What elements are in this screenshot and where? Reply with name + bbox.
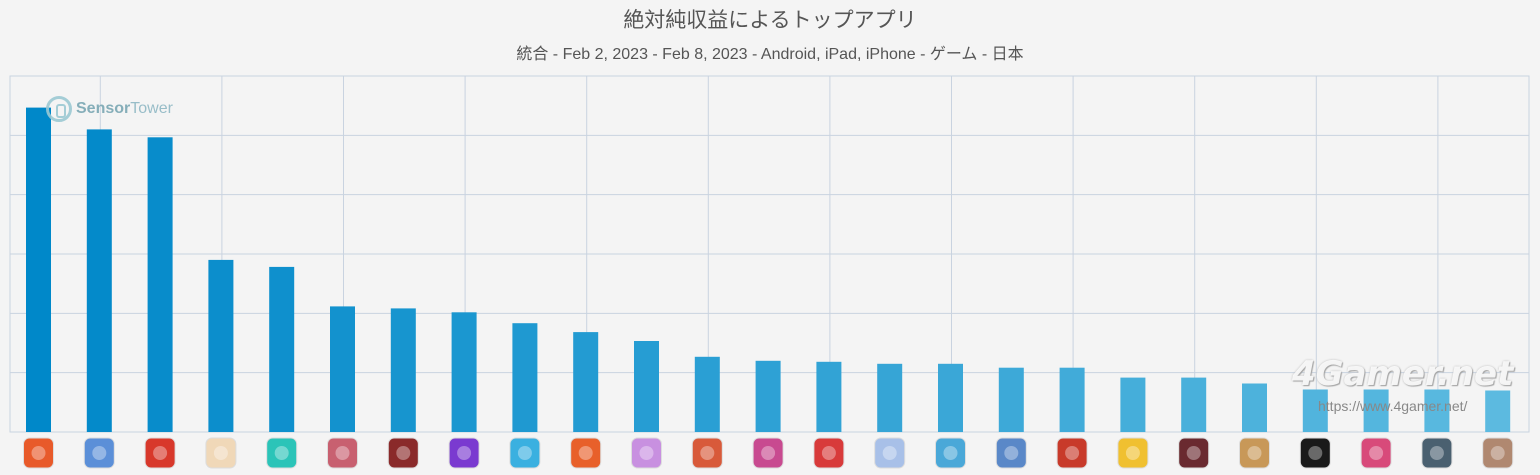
app-icon-18[interactable] bbox=[1056, 437, 1088, 469]
app-icon-highlight bbox=[1004, 446, 1019, 460]
bar-rank-5[interactable] bbox=[269, 266, 295, 432]
bar-rank-22[interactable] bbox=[1302, 389, 1328, 433]
bar-rank-6[interactable] bbox=[330, 306, 355, 432]
app-icon-20[interactable] bbox=[1178, 437, 1210, 469]
bar-rank-18[interactable] bbox=[1059, 367, 1085, 432]
bar-rank-23[interactable] bbox=[1363, 389, 1389, 433]
app-icon-highlight bbox=[1429, 446, 1444, 460]
app-icon-6[interactable] bbox=[327, 437, 358, 469]
site-watermark: 4Gamer.net bbox=[1292, 354, 1514, 394]
bar-rank-17[interactable] bbox=[998, 367, 1024, 432]
app-icon-highlight bbox=[882, 446, 897, 460]
app-icon-14[interactable] bbox=[813, 437, 845, 469]
bar-rank-14[interactable] bbox=[816, 361, 842, 432]
app-icon-highlight bbox=[1247, 446, 1262, 460]
app-icon-13[interactable] bbox=[752, 437, 784, 469]
bar-rank-11[interactable] bbox=[634, 341, 659, 432]
bar-rank-9[interactable] bbox=[512, 323, 538, 432]
app-icon-8[interactable] bbox=[448, 437, 480, 469]
bar-rank-20[interactable] bbox=[1181, 377, 1207, 432]
app-icon-11[interactable] bbox=[631, 437, 662, 469]
app-icon-highlight bbox=[821, 446, 836, 460]
bars bbox=[26, 107, 1511, 433]
app-icon-15[interactable] bbox=[874, 437, 906, 469]
app-icon-highlight bbox=[943, 446, 958, 460]
app-icon-highlight bbox=[335, 446, 350, 460]
app-icon-24[interactable] bbox=[1421, 437, 1453, 469]
app-icons bbox=[23, 437, 1514, 469]
app-icon-22[interactable] bbox=[1299, 437, 1331, 469]
sensortower-logo-icon bbox=[46, 96, 72, 122]
app-icon-highlight bbox=[31, 446, 46, 460]
bar-rank-8[interactable] bbox=[451, 312, 477, 432]
bar-rank-3[interactable] bbox=[147, 137, 173, 433]
app-icon-17[interactable] bbox=[995, 437, 1027, 469]
app-icon-highlight bbox=[1308, 446, 1323, 460]
bar-rank-4[interactable] bbox=[208, 259, 234, 432]
app-icon-5[interactable] bbox=[266, 437, 298, 469]
site-url-watermark: https://www.4gamer.net/ bbox=[1318, 398, 1468, 414]
app-icon-21[interactable] bbox=[1239, 437, 1270, 469]
app-icon-3[interactable] bbox=[144, 437, 176, 469]
bar-rank-12[interactable] bbox=[694, 356, 720, 432]
app-icon-9[interactable] bbox=[509, 437, 541, 469]
app-icon-highlight bbox=[457, 446, 472, 460]
app-icon-2[interactable] bbox=[83, 437, 115, 469]
app-icon-4[interactable] bbox=[205, 437, 237, 469]
app-icon-highlight bbox=[1369, 446, 1384, 460]
chart-title: 絶対純収益によるトップアプリ bbox=[623, 8, 917, 32]
app-icon-12[interactable] bbox=[691, 437, 723, 469]
bar-rank-25[interactable] bbox=[1485, 390, 1511, 433]
app-icon-23[interactable] bbox=[1360, 437, 1392, 469]
bar-rank-1[interactable] bbox=[26, 107, 51, 432]
app-icon-16[interactable] bbox=[935, 437, 966, 469]
app-icon-highlight bbox=[213, 446, 228, 460]
sensortower-watermark: Sensor Tower bbox=[46, 96, 173, 122]
app-icon-highlight bbox=[517, 446, 532, 460]
app-icon-highlight bbox=[153, 446, 168, 460]
app-icon-highlight bbox=[396, 446, 411, 460]
app-icon-highlight bbox=[274, 446, 289, 460]
app-icon-highlight bbox=[1065, 446, 1080, 460]
app-icon-highlight bbox=[700, 446, 715, 460]
app-icon-highlight bbox=[1490, 446, 1505, 460]
app-icon-19[interactable] bbox=[1117, 437, 1149, 469]
bar-rank-10[interactable] bbox=[573, 332, 599, 432]
app-icon-highlight bbox=[92, 446, 107, 460]
bar-rank-7[interactable] bbox=[390, 308, 416, 432]
bar-rank-21[interactable] bbox=[1242, 383, 1267, 433]
app-icon-highlight bbox=[639, 446, 654, 460]
chart-subtitle: 統合 - Feb 2, 2023 - Feb 8, 2023 - Android… bbox=[516, 46, 1024, 63]
app-icon-highlight bbox=[1186, 446, 1201, 460]
bar-rank-2[interactable] bbox=[86, 129, 112, 432]
app-icon-highlight bbox=[761, 446, 776, 460]
app-icon-highlight bbox=[1125, 446, 1140, 460]
bar-rank-15[interactable] bbox=[877, 363, 903, 432]
app-icon-highlight bbox=[578, 446, 593, 460]
bar-rank-24[interactable] bbox=[1424, 389, 1450, 433]
bar-rank-16[interactable] bbox=[938, 363, 963, 432]
app-icon-1[interactable] bbox=[23, 437, 54, 469]
bar-rank-13[interactable] bbox=[755, 360, 781, 432]
app-icon-10[interactable] bbox=[570, 437, 602, 469]
app-icon-7[interactable] bbox=[387, 437, 419, 469]
bar-rank-19[interactable] bbox=[1120, 377, 1146, 432]
app-icon-25[interactable] bbox=[1482, 437, 1514, 469]
